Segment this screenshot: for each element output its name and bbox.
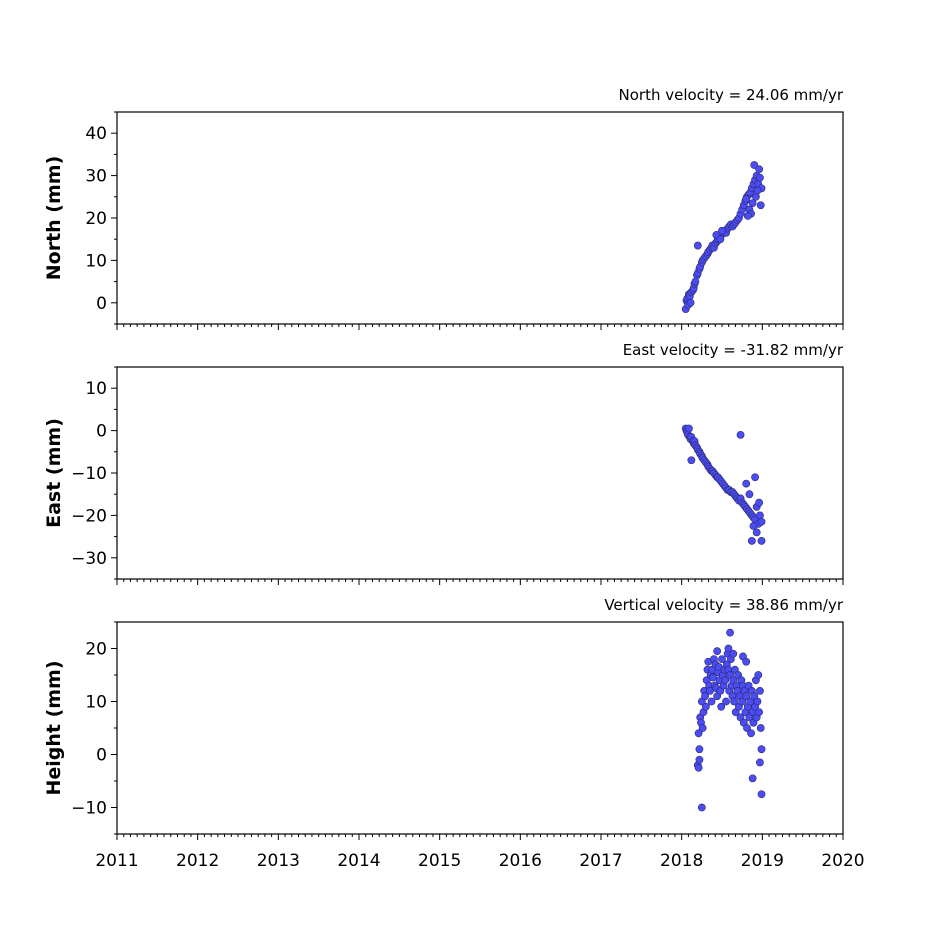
height-data-point: [717, 702, 726, 711]
north-data-point: [753, 186, 762, 195]
height-data-point: [742, 692, 751, 701]
east-data-point: [751, 473, 759, 482]
height-data-point: [707, 697, 716, 706]
north-panel: North velocity = 24.06 mm/yr North (mm) 0 1…: [43, 86, 844, 330]
xtick-label: 2011: [95, 851, 138, 871]
north-data-point: [693, 241, 702, 250]
north-ytick-label: 0: [96, 294, 107, 314]
height-data-point: [718, 655, 726, 663]
east-data-point: [749, 522, 758, 530]
height-data-point: [756, 758, 764, 767]
east-data-point: [755, 498, 764, 507]
north-data-point: [686, 298, 695, 307]
east-data-point: [757, 517, 766, 526]
north-data-point: [743, 211, 752, 220]
height-data-point: [701, 692, 709, 701]
height-data-point: [730, 697, 738, 706]
height-data-point: [694, 729, 703, 738]
xtick-label: 2012: [176, 851, 219, 871]
east-ylabel: East (mm): [43, 418, 65, 528]
east-data-point: [747, 536, 756, 545]
height-data-point: [724, 644, 733, 653]
east-ytick-label: 10: [85, 379, 107, 399]
height-data-point: [726, 628, 734, 637]
north-data-point: [691, 277, 700, 286]
north-ytick-label: 30: [85, 167, 107, 187]
height-data-point: [713, 647, 722, 656]
height-data-point: [742, 657, 751, 666]
height-ytick-label: 20: [85, 640, 107, 660]
height-data-point: [701, 702, 710, 711]
north-data-point: [742, 195, 751, 203]
xtick-label: 2014: [337, 851, 380, 871]
height-data-point: [729, 649, 738, 658]
north-data-point: [756, 173, 764, 182]
north-data-point: [755, 165, 764, 174]
height-data-point: [695, 755, 704, 764]
east-plot-frame: [116, 366, 844, 580]
height-ytick-label: −10: [71, 799, 107, 819]
height-data-point: [748, 774, 757, 783]
xtick-label: 2017: [579, 851, 622, 871]
east-data-point: [745, 490, 754, 499]
east-data-point: [687, 456, 696, 465]
north-data-point: [751, 192, 760, 201]
xtick-label: 2013: [257, 851, 300, 871]
xtick-label: 2016: [499, 851, 542, 871]
north-data-point: [716, 235, 725, 244]
east-data-point: [757, 536, 766, 545]
east-ytick-label: −30: [71, 549, 107, 569]
east-title: East velocity = -31.82 mm/yr: [623, 341, 844, 359]
east-ytick-label: −10: [71, 464, 107, 484]
north-ytick-label: 40: [85, 124, 107, 144]
xtick-label: 2019: [741, 851, 784, 871]
north-title: North velocity = 24.06 mm/yr: [619, 86, 844, 104]
height-plot-frame: [116, 621, 844, 835]
height-data-point: [695, 745, 704, 754]
height-data-point: [756, 687, 764, 695]
height-data-point: [754, 671, 763, 679]
east-data-point: [685, 424, 693, 433]
height-data-point: [743, 724, 751, 732]
height-data-point: [753, 697, 762, 706]
north-plot-frame: [116, 111, 844, 325]
north-data-point: [748, 199, 757, 208]
east-ytick-label: −20: [71, 506, 107, 526]
height-data-point: [694, 763, 703, 772]
height-ytick-label: 10: [85, 693, 107, 713]
north-ytick-label: 20: [85, 209, 107, 229]
height-data-point: [757, 745, 766, 754]
east-ytick-label: 0: [96, 422, 107, 442]
height-ytick-label: 0: [96, 746, 107, 766]
height-data-point: [722, 697, 730, 706]
height-data-point: [721, 676, 730, 685]
north-ytick-label: 10: [85, 251, 107, 271]
height-title: Vertical velocity = 38.86 mm/yr: [604, 596, 844, 614]
north-data-point: [718, 226, 726, 235]
north-ylabel: North (mm): [43, 156, 65, 281]
height-data-point: [738, 697, 747, 706]
height-data-point: [755, 708, 764, 716]
height-data-point: [757, 790, 766, 799]
height-data-point: [698, 724, 707, 732]
height-panel: Vertical velocity = 38.86 mm/yr Height (m…: [43, 596, 865, 871]
north-data-point: [756, 201, 765, 210]
east-panel: East velocity = -31.82 mm/yr East (mm) −30…: [43, 341, 844, 585]
xtick-label: 2018: [660, 851, 703, 871]
east-data-point: [742, 479, 751, 488]
east-data-point: [756, 511, 764, 520]
xtick-label: 2015: [418, 851, 461, 871]
xtick-label: 2020: [821, 851, 864, 871]
east-data-point: [736, 430, 745, 439]
height-data-point: [697, 803, 706, 812]
east-data-point: [752, 528, 761, 537]
height-data-point: [756, 724, 765, 732]
height-data-point: [747, 729, 755, 738]
height-ylabel: Height (mm): [43, 660, 65, 795]
